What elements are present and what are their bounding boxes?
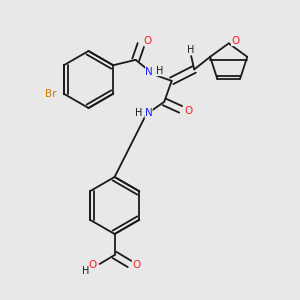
Text: O: O xyxy=(132,260,140,271)
Text: N: N xyxy=(145,108,152,118)
Text: O: O xyxy=(88,260,97,271)
Text: H: H xyxy=(156,66,164,76)
Text: H: H xyxy=(135,108,142,118)
Text: N: N xyxy=(145,67,153,77)
Text: O: O xyxy=(184,106,192,116)
Text: O: O xyxy=(144,36,152,46)
Text: Br: Br xyxy=(45,89,56,99)
Text: H: H xyxy=(82,266,89,277)
Text: H: H xyxy=(188,45,195,55)
Text: O: O xyxy=(231,36,239,46)
